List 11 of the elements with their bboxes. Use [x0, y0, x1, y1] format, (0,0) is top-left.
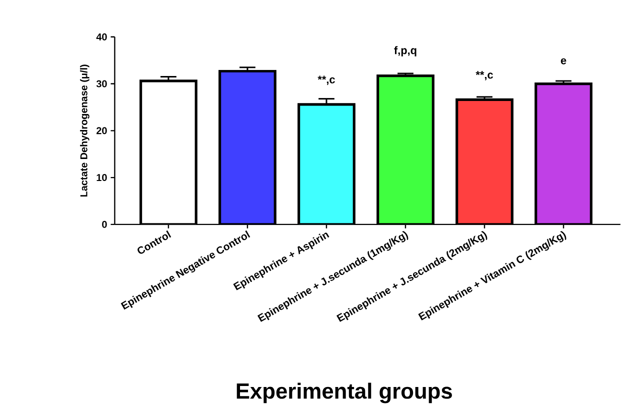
y-tick-label: 0 [102, 220, 107, 228]
y-tick-label: 10 [96, 174, 107, 182]
y-axis-title: Lactate Dehydrogenase (μ/l) [80, 64, 90, 197]
annotation: **,c [318, 76, 335, 85]
y-tick-label: 20 [96, 127, 107, 134]
y-tick-label: 40 [96, 33, 107, 40]
annotation: f,p,q [394, 46, 416, 56]
annotation: **,c [476, 71, 493, 80]
annotation: e [560, 58, 566, 64]
x-axis-title: Experimental groups [236, 382, 452, 404]
y-tick-label: 30 [96, 80, 107, 88]
